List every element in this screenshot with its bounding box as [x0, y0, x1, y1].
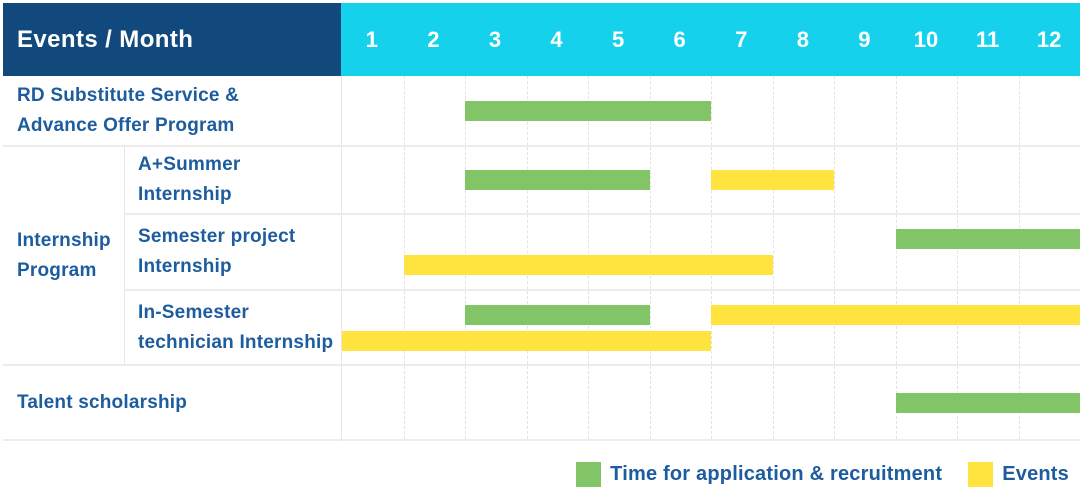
row-label-line: Internship	[138, 184, 232, 205]
row-label-line: RD Substitute Service &	[17, 84, 240, 106]
gantt-schedule-table: Events / Month 1 2 3 4 5 6 7 8 9 10 11 1…	[3, 3, 1080, 494]
row-label-line: Advance Offer Program	[17, 114, 235, 136]
month-gridline	[834, 291, 835, 364]
month-gridline	[1018, 147, 1020, 213]
group-label-line: Program	[17, 259, 97, 281]
month-gridline	[711, 291, 712, 364]
month-gridline	[1018, 215, 1020, 289]
legend-label-events: Events	[1002, 462, 1069, 485]
month-gridline	[772, 215, 774, 289]
row-label-semester-project: Semester project Internship	[124, 215, 341, 291]
legend: Time for application & recruitment Event…	[576, 458, 1069, 490]
header-events-month-cell: Events / Month	[3, 3, 341, 76]
month-label-4: 4	[550, 26, 563, 52]
month-gridline	[588, 291, 589, 364]
month-gridline	[834, 147, 835, 213]
row-label-line: A+Summer	[138, 154, 241, 175]
month-gridline	[649, 215, 651, 289]
month-gridline	[895, 215, 897, 289]
month-gridline	[465, 215, 466, 289]
month-gridline	[526, 215, 528, 289]
row-label-line: Semester project	[138, 226, 296, 247]
month-gridline	[588, 215, 589, 289]
month-label-5: 5	[611, 26, 625, 52]
month-gridline	[834, 215, 835, 289]
month-gridline	[403, 76, 405, 145]
schedule-grid: Events / Month 1 2 3 4 5 6 7 8 9 10 11 1…	[3, 3, 1080, 441]
row-label-line: technician Internship	[138, 331, 334, 353]
month-label-1: 1	[365, 26, 378, 52]
bar-recruitment	[465, 304, 650, 325]
month-gridline	[711, 76, 712, 145]
month-gridline	[1018, 76, 1020, 145]
row-label-a-plus-summer: A+Summer Internship	[124, 147, 341, 215]
month-gridline	[403, 215, 405, 289]
month-gridline	[711, 215, 712, 289]
row-label-rd-substitute: RD Substitute Service & Advance Offer Pr…	[3, 76, 341, 147]
month-gridline	[649, 291, 651, 364]
row-label-line: In-Semester	[138, 301, 249, 323]
month-label-3: 3	[488, 26, 502, 52]
legend-swatch-events	[968, 461, 994, 487]
month-gridline	[403, 366, 405, 439]
month-gridline	[895, 291, 897, 364]
month-gridline	[403, 291, 405, 364]
group-label-internship-program: Internship Program	[3, 147, 124, 366]
group-label-line: Internship	[17, 229, 111, 251]
table-title: Events / Month	[17, 25, 194, 53]
bar-event	[342, 330, 711, 351]
bar-event	[711, 170, 834, 190]
row-chart-semester-project	[341, 215, 1080, 291]
row-chart-rd-substitute	[341, 76, 1080, 147]
month-label-9: 9	[858, 26, 871, 52]
month-gridline	[465, 291, 466, 364]
month-gridline	[649, 147, 651, 213]
bar-recruitment	[895, 229, 1080, 249]
month-gridline	[834, 76, 835, 145]
month-label-7: 7	[735, 26, 748, 52]
month-label-10: 10	[913, 26, 939, 52]
row-label-in-semester-technician: In-Semester technician Internship	[124, 291, 341, 366]
month-gridline	[834, 366, 835, 439]
legend-swatch-recruitment	[576, 461, 602, 487]
month-gridline	[1018, 291, 1020, 364]
month-gridline	[526, 366, 528, 439]
month-gridline	[895, 76, 897, 145]
month-header-row: 1 2 3 4 5 6 7 8 9 10 11 12	[341, 3, 1080, 76]
month-label-6: 6	[673, 26, 686, 52]
month-label-11: 11	[975, 26, 1000, 52]
row-label-talent-scholarship: Talent scholarship	[3, 366, 341, 441]
row-label-line: Talent scholarship	[17, 391, 188, 413]
month-gridline	[588, 366, 589, 439]
month-gridline	[526, 291, 528, 364]
bar-recruitment	[895, 392, 1080, 413]
legend-label-recruitment: Time for application & recruitment	[610, 462, 943, 485]
row-chart-in-semester-technician	[341, 291, 1080, 366]
month-gridline	[711, 366, 712, 439]
month-gridline	[465, 366, 466, 439]
row-chart-a-plus-summer	[341, 147, 1080, 215]
month-label-12: 12	[1036, 26, 1062, 52]
month-gridline	[957, 147, 958, 213]
month-gridline	[957, 76, 958, 145]
bar-event	[711, 304, 1080, 325]
bar-recruitment	[465, 100, 711, 121]
month-gridline	[772, 291, 774, 364]
bar-recruitment	[465, 170, 650, 190]
row-label-line: Internship	[138, 256, 232, 277]
month-gridline	[772, 366, 774, 439]
month-gridline	[772, 76, 774, 145]
month-gridline	[895, 147, 897, 213]
row-chart-talent-scholarship	[341, 366, 1080, 441]
month-label-8: 8	[796, 26, 809, 52]
month-label-2: 2	[427, 26, 440, 52]
month-gridline	[403, 147, 405, 213]
month-gridline	[957, 291, 958, 364]
bar-event	[403, 255, 773, 275]
month-gridline	[957, 215, 958, 289]
month-gridline	[649, 366, 651, 439]
